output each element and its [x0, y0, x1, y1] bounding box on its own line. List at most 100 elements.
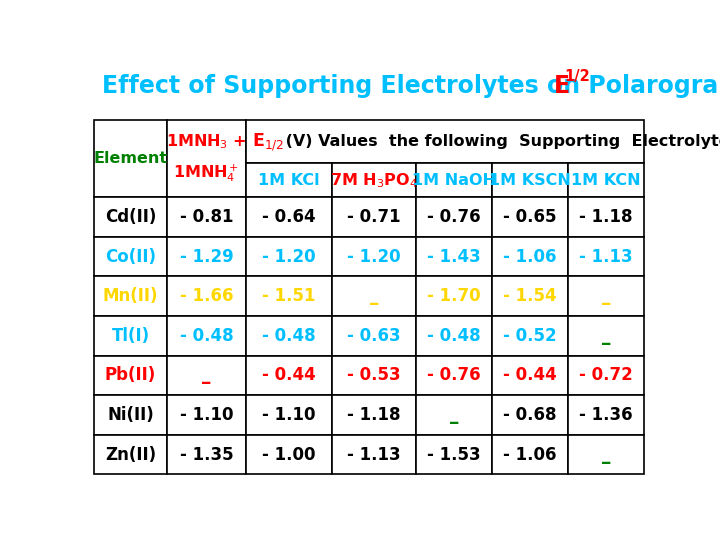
Bar [332, 237, 415, 276]
Text: - 1.06: - 1.06 [503, 446, 557, 464]
Bar [246, 197, 332, 237]
Text: - 1.29: - 1.29 [179, 248, 233, 266]
Text: - 0.65: - 0.65 [503, 208, 557, 226]
Bar [567, 395, 644, 435]
Text: - 1.06: - 1.06 [503, 248, 557, 266]
Text: - 0.72: - 0.72 [579, 367, 633, 384]
Bar [567, 276, 644, 316]
Text: - 1.13: - 1.13 [347, 446, 401, 464]
Text: Co(II): Co(II) [105, 248, 156, 266]
Text: - 0.53: - 0.53 [347, 367, 401, 384]
Text: (V) Values  the following  Supporting  Electrolytes: (V) Values the following Supporting Elec… [280, 134, 720, 149]
Text: - 0.44: - 0.44 [262, 367, 316, 384]
Bar [492, 356, 567, 395]
Text: - 1.35: - 1.35 [179, 446, 233, 464]
Text: E$_{1/2}$: E$_{1/2}$ [252, 131, 284, 153]
Bar [94, 120, 167, 197]
Bar [492, 316, 567, 356]
Text: - 0.48: - 0.48 [427, 327, 480, 345]
Bar [167, 197, 246, 237]
Text: _: _ [202, 367, 210, 384]
Text: _: _ [602, 446, 610, 464]
Bar [94, 395, 167, 435]
Bar [332, 197, 415, 237]
Bar [167, 276, 246, 316]
Text: - 0.52: - 0.52 [503, 327, 557, 345]
Bar [246, 356, 332, 395]
Text: - 0.64: - 0.64 [262, 208, 316, 226]
Text: - 1.13: - 1.13 [579, 248, 633, 266]
Bar [167, 237, 246, 276]
Text: - 0.81: - 0.81 [180, 208, 233, 226]
Bar [415, 276, 492, 316]
Bar [332, 316, 415, 356]
Bar [567, 197, 644, 237]
Text: 1MNH$_4^+$: 1MNH$_4^+$ [174, 161, 239, 184]
Text: - 1.00: - 1.00 [262, 446, 315, 464]
Text: - 1.53: - 1.53 [427, 446, 480, 464]
Text: 7M H$_3$PO$_4$: 7M H$_3$PO$_4$ [330, 171, 418, 190]
Text: - 1.18: - 1.18 [347, 406, 401, 424]
Bar [94, 435, 167, 475]
Bar [246, 316, 332, 356]
Bar [246, 164, 332, 197]
Text: 1M KCl: 1M KCl [258, 173, 320, 188]
Text: - 0.44: - 0.44 [503, 367, 557, 384]
Text: - 0.68: - 0.68 [503, 406, 557, 424]
Bar [415, 164, 492, 197]
Bar [246, 120, 644, 164]
Text: 1/2: 1/2 [564, 70, 590, 84]
Text: - 1.54: - 1.54 [503, 287, 557, 305]
Bar [492, 395, 567, 435]
Text: - 0.76: - 0.76 [427, 367, 480, 384]
Text: 1M KSCN: 1M KSCN [489, 173, 571, 188]
Text: - 1.66: - 1.66 [180, 287, 233, 305]
Bar [332, 276, 415, 316]
Text: - 0.48: - 0.48 [262, 327, 316, 345]
Bar [167, 120, 246, 197]
Text: Tl(I): Tl(I) [112, 327, 150, 345]
Bar [567, 435, 644, 475]
Bar [167, 356, 246, 395]
Text: Cd(II): Cd(II) [105, 208, 156, 226]
Bar [492, 276, 567, 316]
Text: - 1.10: - 1.10 [180, 406, 233, 424]
Bar [415, 197, 492, 237]
Text: Effect of Supporting Electrolytes on Polarographic: Effect of Supporting Electrolytes on Pol… [102, 74, 720, 98]
Bar [94, 316, 167, 356]
Bar [94, 197, 167, 237]
Bar [167, 395, 246, 435]
Bar [246, 237, 332, 276]
Text: 1MNH$_3$ +: 1MNH$_3$ + [166, 132, 247, 151]
Bar [415, 435, 492, 475]
Bar [167, 435, 246, 475]
Bar [246, 435, 332, 475]
Text: - 0.71: - 0.71 [347, 208, 401, 226]
Bar [492, 197, 567, 237]
Bar [246, 276, 332, 316]
Bar [415, 356, 492, 395]
Bar [332, 435, 415, 475]
Text: 1M KCN: 1M KCN [571, 173, 641, 188]
Text: E: E [554, 74, 570, 98]
Bar [567, 237, 644, 276]
Text: Ni(II): Ni(II) [107, 406, 154, 424]
Bar [567, 164, 644, 197]
Text: - 0.48: - 0.48 [179, 327, 233, 345]
Bar [94, 276, 167, 316]
Text: - 1.51: - 1.51 [262, 287, 315, 305]
Text: - 1.18: - 1.18 [579, 208, 633, 226]
Bar [415, 237, 492, 276]
Text: - 1.20: - 1.20 [347, 248, 401, 266]
Bar [167, 316, 246, 356]
Text: _: _ [449, 406, 458, 424]
Bar [94, 237, 167, 276]
Text: Mn(II): Mn(II) [103, 287, 158, 305]
Text: _: _ [602, 327, 610, 345]
Text: - 1.10: - 1.10 [262, 406, 315, 424]
Text: _: _ [370, 287, 378, 305]
Text: _: _ [602, 287, 610, 305]
Bar [567, 356, 644, 395]
Bar [492, 164, 567, 197]
Text: Zn(II): Zn(II) [105, 446, 156, 464]
